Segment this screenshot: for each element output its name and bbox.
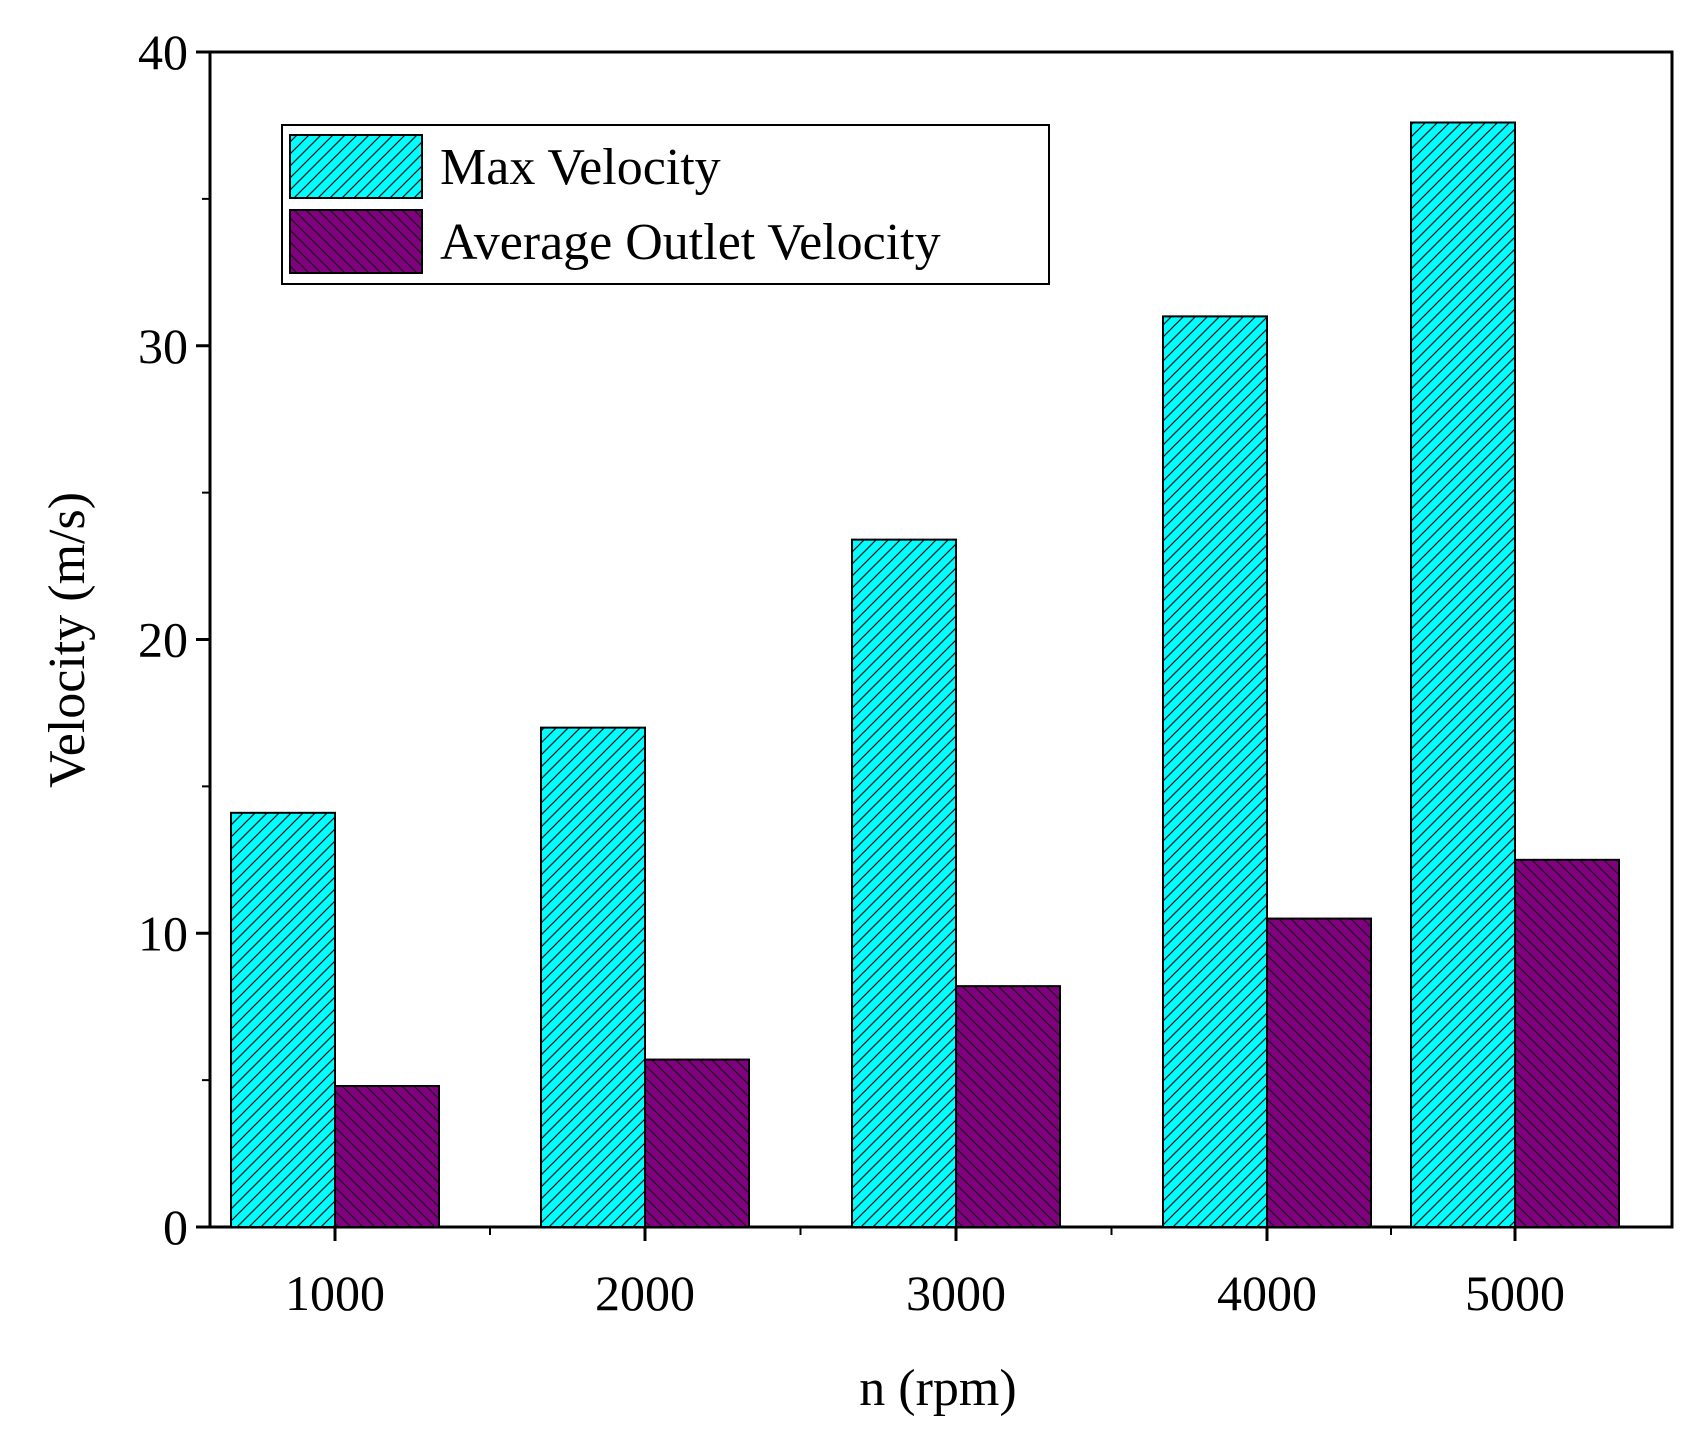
x-tick-label-2000: 2000: [595, 1265, 695, 1321]
tick-labels-layer: 0 10 20 30 40 1000 2000 3000 4000 5000: [138, 24, 1565, 1321]
ticks-layer: [196, 50, 1517, 1241]
x-tick-label-5000: 5000: [1465, 1265, 1565, 1321]
bar-average-outlet-velocity-4000: [1266, 917, 1372, 1228]
bar-max-velocity-3000: [851, 538, 957, 1228]
y-axis-title: Velocity (m/s): [39, 492, 96, 788]
bar-max-velocity-1000: [230, 811, 336, 1228]
y-tick-label-10: 10: [138, 905, 188, 961]
bar-max-velocity-5000: [1410, 121, 1516, 1228]
legend-swatch-max-velocity: [289, 134, 423, 199]
legend: Max Velocity Average Outlet Velocity: [281, 124, 1050, 285]
bar-max-velocity-4000: [1162, 315, 1268, 1228]
y-tick-label-30: 30: [138, 318, 188, 374]
x-tick-label-4000: 4000: [1217, 1265, 1317, 1321]
legend-swatch-average-outlet-velocity: [289, 209, 423, 274]
legend-label-max-velocity: Max Velocity: [440, 139, 721, 196]
y-tick-label-40: 40: [138, 24, 188, 80]
y-tick-label-0: 0: [163, 1199, 188, 1255]
bar-max-velocity-2000: [540, 726, 646, 1228]
bars-layer: [230, 121, 1620, 1228]
bar-average-outlet-velocity-3000: [955, 985, 1061, 1228]
x-axis-title: n (rpm): [859, 1360, 1016, 1417]
bar-average-outlet-velocity-1000: [334, 1085, 440, 1228]
x-tick-label-3000: 3000: [906, 1265, 1006, 1321]
legend-label-average-outlet-velocity: Average Outlet Velocity: [440, 214, 941, 271]
y-tick-label-20: 20: [138, 612, 188, 668]
bar-average-outlet-velocity-2000: [644, 1058, 750, 1228]
x-tick-label-1000: 1000: [285, 1265, 385, 1321]
bar-average-outlet-velocity-5000: [1514, 858, 1620, 1228]
